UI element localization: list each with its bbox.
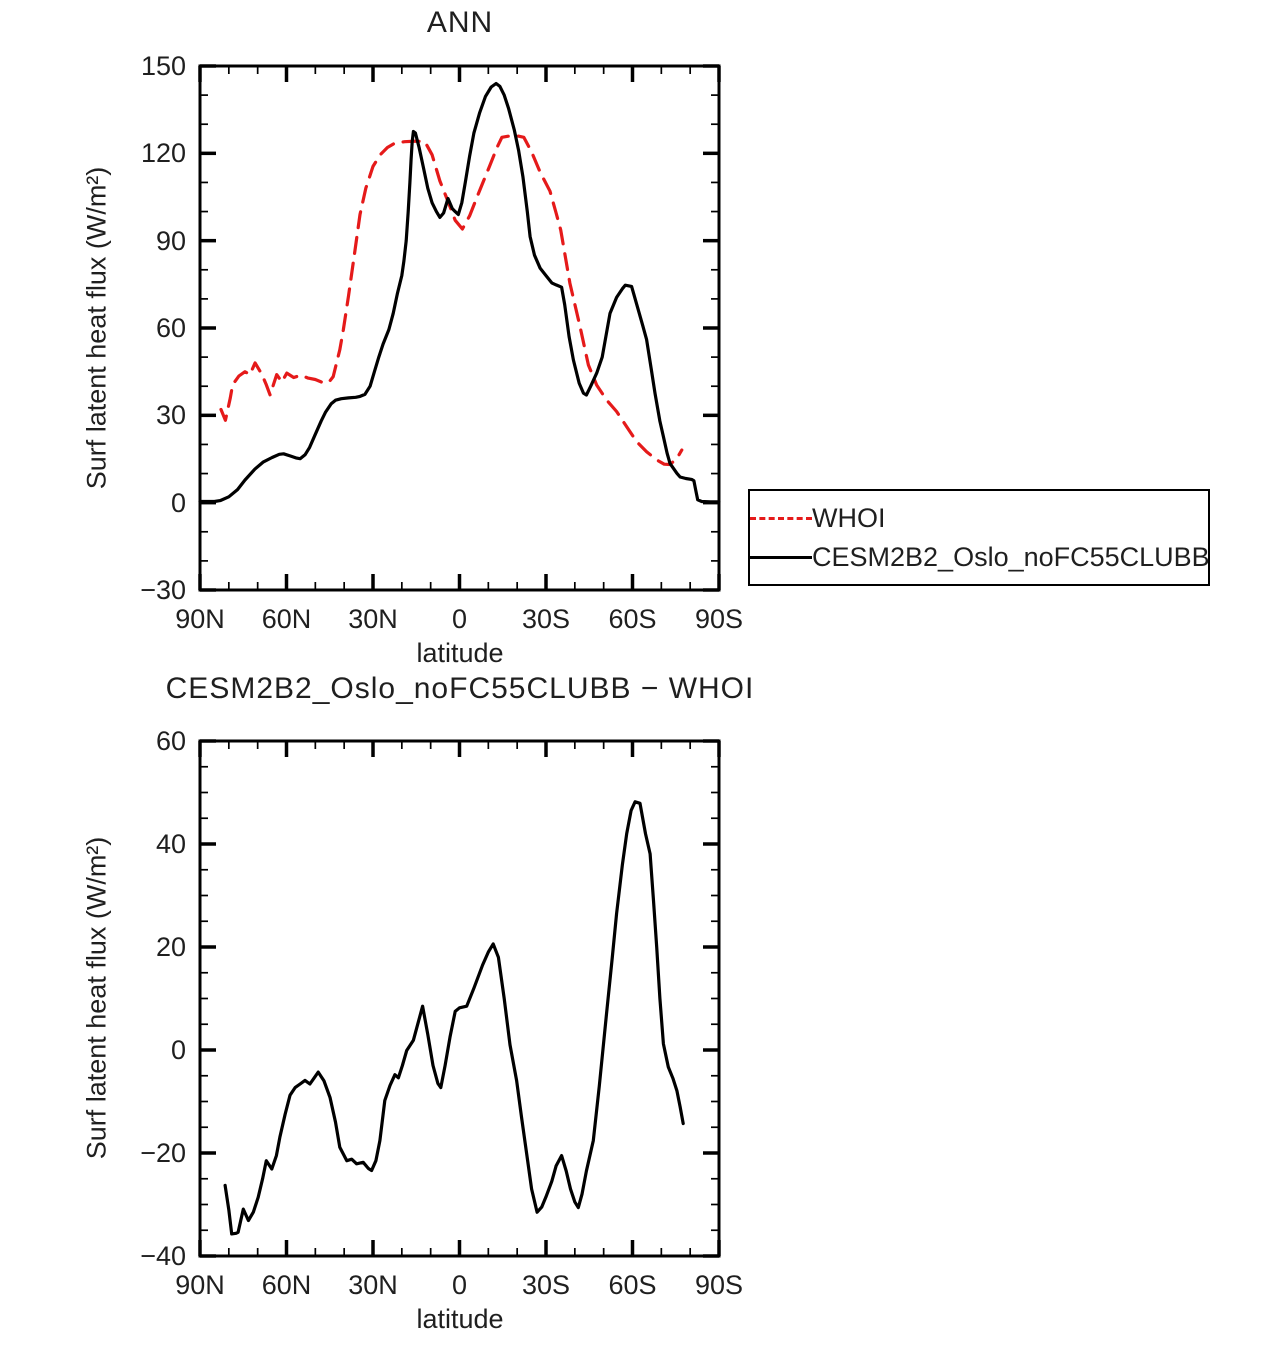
legend-entry-cesm: CESM2B2_Oslo_noFC55CLUBB	[750, 542, 1210, 572]
y-tick-label: 0	[170, 1035, 186, 1065]
whoi-curve	[219, 134, 684, 467]
bottom-x-axis-title: latitude	[416, 1304, 504, 1334]
x-tick-label: 90S	[694, 604, 744, 634]
bottom-y-axis-title: Surf latent heat flux (W/m²)	[81, 836, 112, 1160]
x-tick-label: 30S	[521, 1270, 571, 1300]
y-tick-label: −20	[140, 1138, 186, 1168]
y-tick-label: 60	[155, 726, 186, 756]
x-tick-label: 90S	[694, 1270, 744, 1300]
x-tick-label: 60S	[608, 1270, 657, 1300]
top-panel-title: ANN	[426, 6, 494, 39]
y-tick-label: 150	[140, 51, 186, 81]
x-tick-label: 60N	[261, 1270, 312, 1300]
x-tick-label: 30S	[521, 604, 571, 634]
bottom-panel-title: CESM2B2_Oslo_noFC55CLUBB − WHOI	[165, 672, 755, 705]
y-tick-label: 30	[155, 400, 186, 431]
y-tick-label: 20	[155, 932, 186, 962]
y-tick-label: 90	[155, 225, 186, 256]
legend-label-whoi: WHOI	[812, 503, 886, 533]
legend-box: WHOI CESM2B2_Oslo_noFC55CLUBB	[748, 489, 1210, 586]
x-tick-label: 90N	[175, 1270, 225, 1300]
x-tick-label: 30N	[348, 1270, 398, 1300]
y-tick-label: 0	[170, 487, 186, 518]
x-tick-label: 0	[451, 1270, 468, 1300]
x-tick-label: 30N	[348, 604, 398, 634]
x-tick-label: 60S	[608, 604, 657, 634]
legend-entry-whoi: WHOI	[750, 503, 1208, 533]
y-tick-label: 120	[140, 138, 186, 169]
cesm2b2-oslo-nofc55clubb-curve	[198, 81, 721, 504]
cesm-line-sample	[750, 555, 812, 559]
x-tick-label: 60N	[261, 604, 312, 634]
panel-frame	[198, 64, 721, 592]
y-tick-label: −40	[140, 1241, 186, 1271]
y-tick-label: 40	[155, 829, 186, 859]
difference-curve	[223, 800, 685, 1236]
y-tick-label: 60	[155, 313, 186, 343]
x-tick-label: 0	[451, 604, 468, 634]
whoi-line-sample	[750, 516, 812, 520]
top-x-axis-title: latitude	[416, 638, 504, 668]
x-tick-label: 90N	[175, 604, 225, 634]
y-tick-label: −30	[140, 575, 186, 605]
legend-label-cesm: CESM2B2_Oslo_noFC55CLUBB	[812, 542, 1210, 572]
